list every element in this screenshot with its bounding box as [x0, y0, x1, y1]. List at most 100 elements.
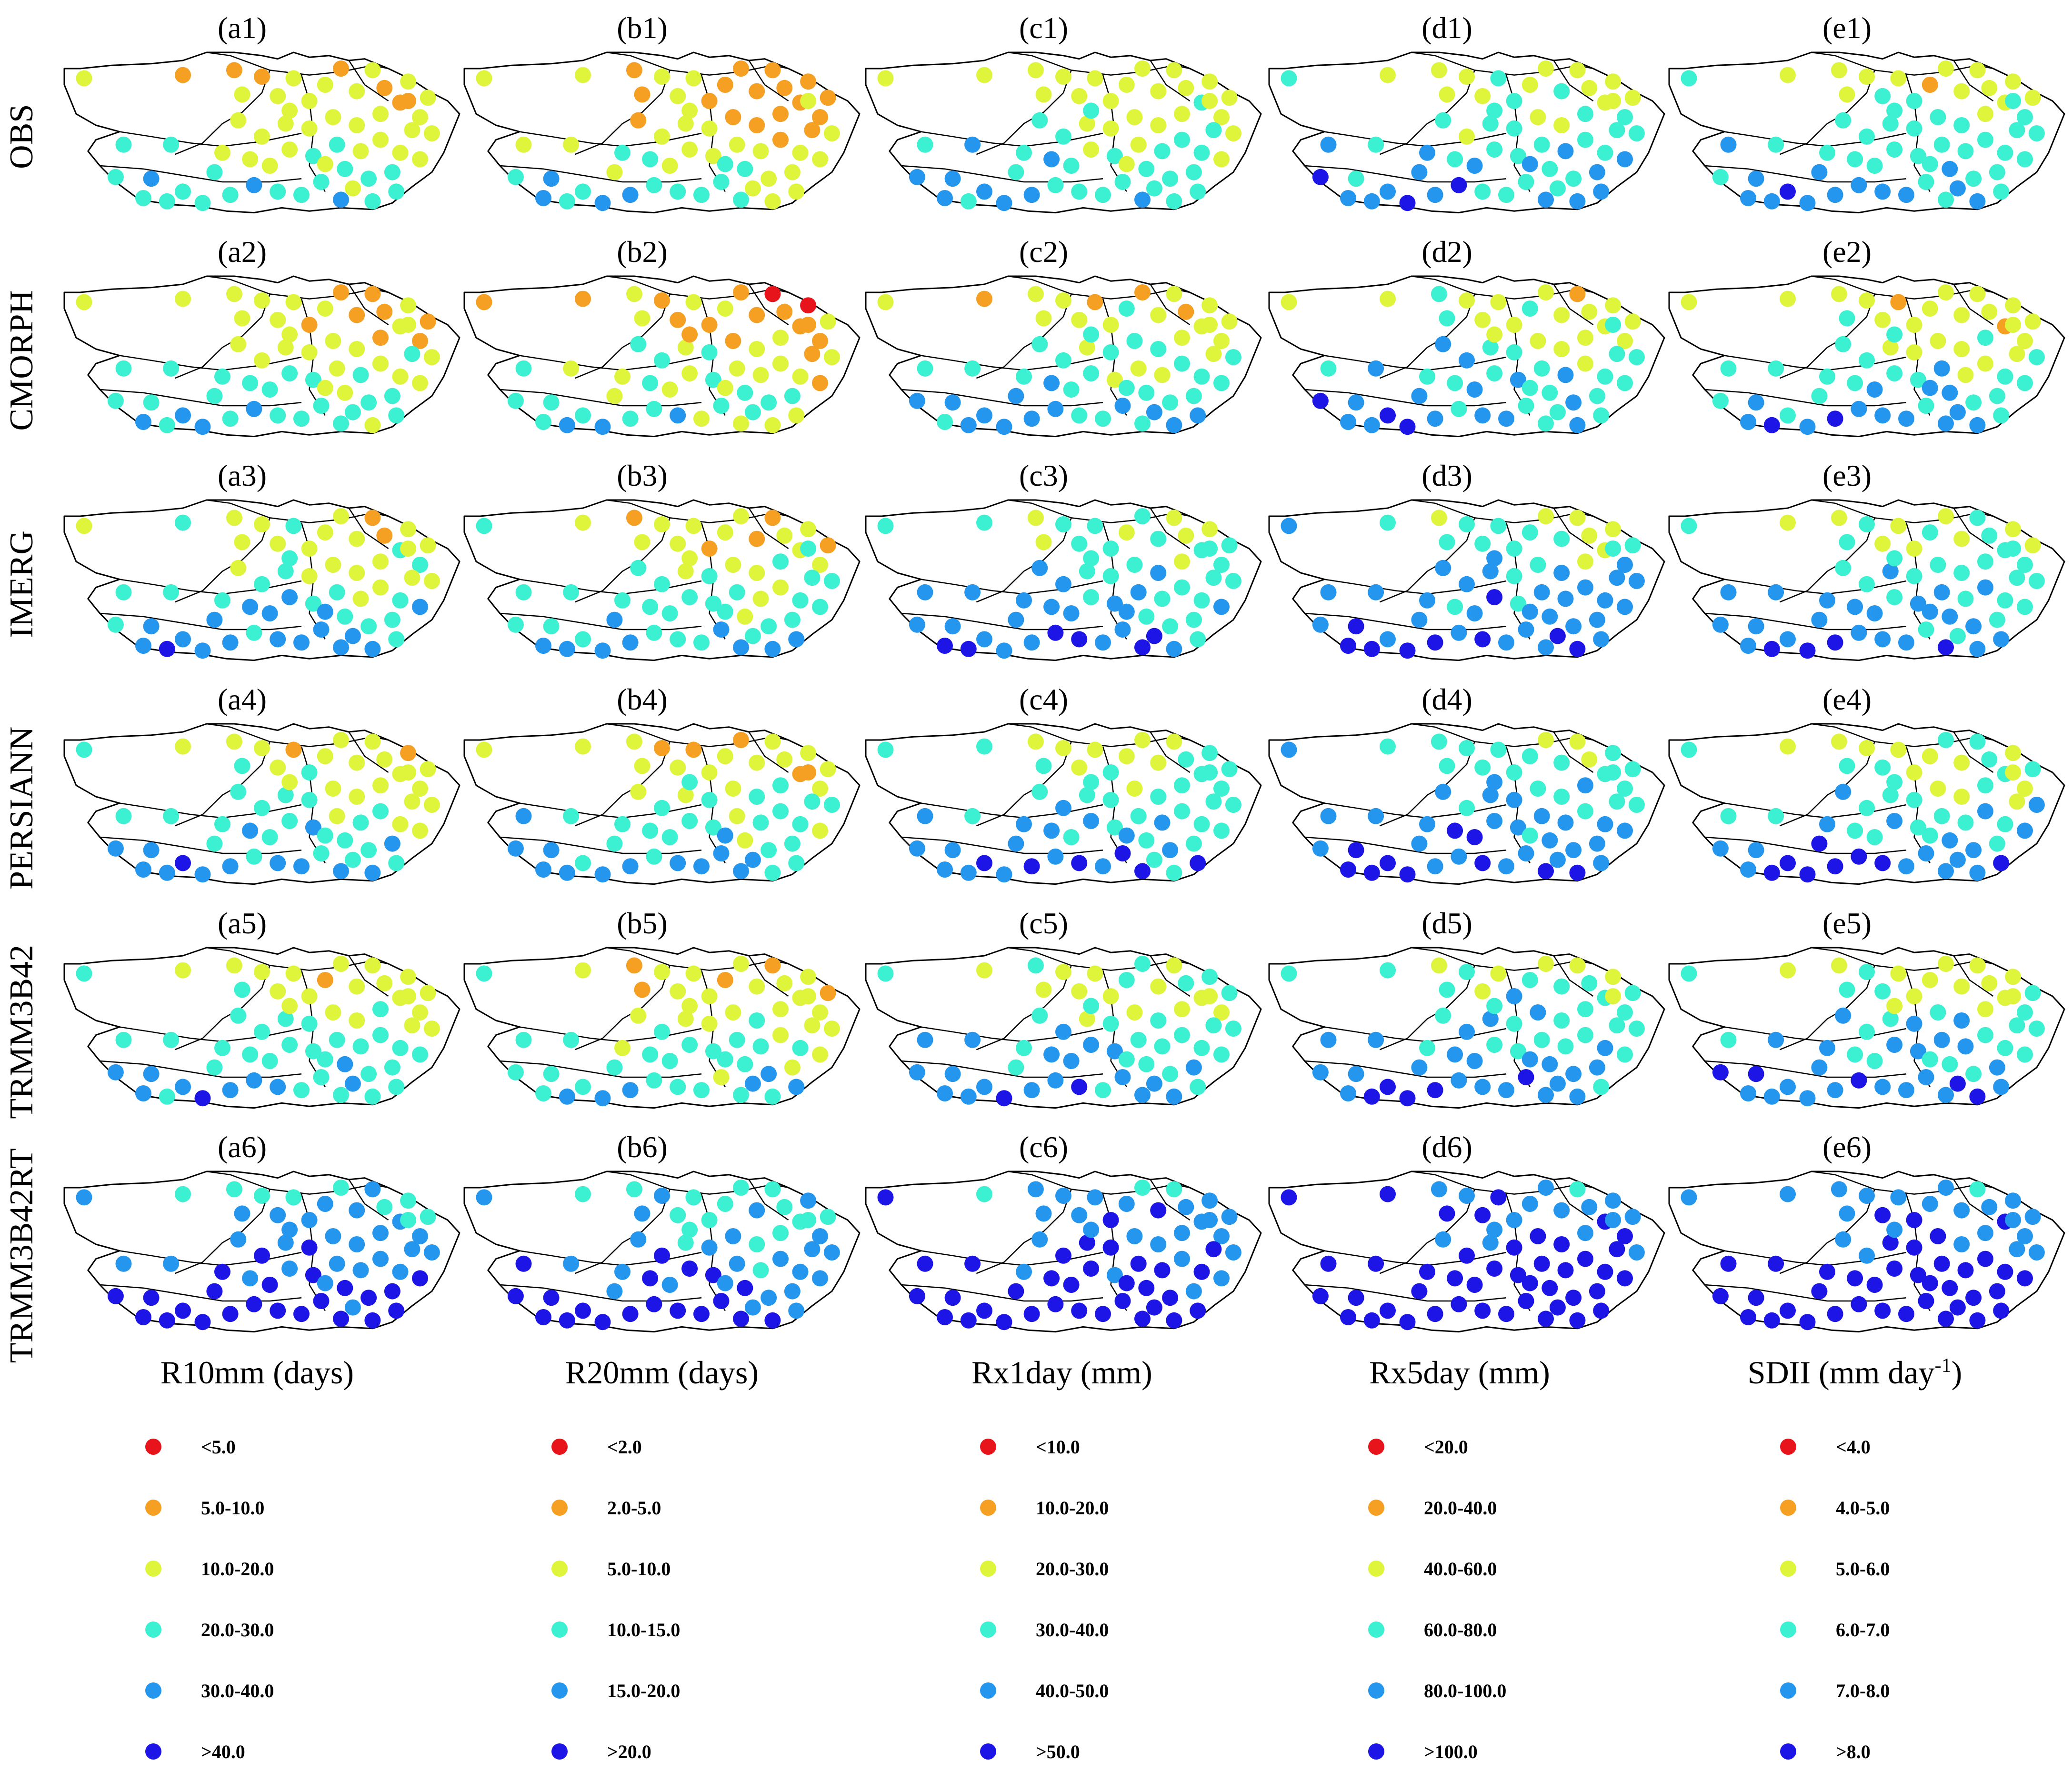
station-marker [163, 808, 180, 824]
map-panel: (b3) [463, 459, 861, 661]
station-marker [1166, 62, 1182, 79]
station-marker [230, 112, 247, 129]
station-marker [937, 1085, 953, 1101]
station-marker [1380, 1302, 1396, 1319]
station-marker [159, 1088, 175, 1105]
plateau-boundary [1268, 723, 1665, 885]
station-marker [820, 313, 836, 330]
station-marker [1933, 808, 1950, 824]
station-marker [820, 90, 836, 106]
station-marker [372, 330, 389, 346]
station-marker [2024, 761, 2041, 778]
station-marker [1541, 832, 1558, 849]
basin-boundary [921, 802, 1103, 819]
station-marker [1506, 540, 1522, 557]
basin-boundary [1150, 508, 1191, 550]
station-marker [800, 93, 817, 109]
station-marker [944, 170, 961, 187]
station-marker [1953, 117, 1970, 133]
station-marker [776, 80, 793, 96]
station-marker [1977, 1251, 1993, 1267]
plateau-boundary [463, 275, 861, 438]
plateau-boundary [1268, 275, 1665, 438]
station-marker [1977, 803, 1993, 820]
station-marker [1213, 333, 1230, 349]
station-marker [1363, 193, 1380, 210]
station-marker [792, 1040, 809, 1056]
legend-swatch [551, 1682, 568, 1699]
station-marker [222, 187, 239, 203]
station-marker [693, 858, 710, 875]
station-marker [705, 1043, 721, 1060]
station-marker [1016, 592, 1032, 609]
station-marker [729, 136, 745, 153]
station-marker [1969, 640, 1986, 657]
station-marker [400, 1212, 417, 1228]
station-marker [1906, 1015, 1922, 1032]
station-marker [507, 169, 524, 185]
station-marker [254, 1023, 270, 1040]
station-marker [701, 764, 718, 780]
station-marker [337, 1280, 353, 1296]
station-marker [372, 579, 389, 596]
station-marker [543, 394, 560, 411]
station-marker [270, 535, 286, 552]
station-marker [1799, 1090, 1816, 1107]
station-marker [277, 563, 294, 580]
station-marker [1178, 527, 1194, 544]
station-marker [143, 618, 160, 635]
panel-label: (a1) [218, 11, 267, 45]
station-marker [360, 1066, 377, 1082]
station-marker [1518, 1293, 1534, 1309]
map-panel: (e1) [1668, 11, 2065, 214]
station-marker [1439, 1205, 1455, 1222]
station-marker [2005, 540, 2022, 557]
station-marker [737, 832, 753, 849]
station-marker [733, 956, 749, 972]
station-marker [515, 584, 532, 600]
station-marker [1474, 407, 1491, 424]
station-marker [1126, 557, 1143, 573]
station-marker [772, 355, 789, 372]
station-marker [2028, 1244, 2045, 1261]
station-marker [713, 174, 730, 190]
station-marker [964, 360, 981, 377]
station-marker [1118, 1275, 1135, 1291]
row-label: PERSIANN [3, 727, 40, 890]
basin-boundary [348, 60, 389, 102]
station-marker [1459, 740, 1475, 756]
station-marker [1518, 398, 1534, 414]
station-marker [400, 745, 417, 761]
station-marker [792, 1263, 809, 1280]
station-marker [352, 590, 369, 607]
station-marker [1890, 965, 1907, 982]
station-marker [642, 822, 659, 839]
station-marker [1162, 842, 1179, 859]
station-marker [733, 1180, 749, 1196]
station-marker [1918, 398, 1934, 414]
station-marker [285, 965, 302, 982]
station-marker [349, 1012, 365, 1029]
station-marker [507, 1288, 524, 1304]
station-marker [1482, 563, 1499, 580]
station-marker [1780, 1302, 1796, 1319]
station-marker [1340, 414, 1356, 430]
station-marker [2005, 745, 2022, 761]
station-marker [1977, 1225, 1993, 1241]
station-marker [1553, 1236, 1570, 1252]
station-marker [1977, 330, 1993, 346]
station-marker [960, 1312, 977, 1329]
station-marker [349, 530, 365, 547]
station-marker [135, 861, 151, 878]
station-marker [1174, 1001, 1190, 1018]
station-marker [654, 128, 670, 145]
station-marker [1146, 1075, 1162, 1092]
station-marker [1490, 294, 1507, 310]
station-marker [1490, 518, 1507, 534]
plateau-boundary [463, 499, 861, 661]
station-marker [776, 751, 793, 768]
basin-boundary [1953, 731, 1994, 773]
station-marker [1150, 789, 1167, 805]
station-marker [559, 417, 575, 433]
station-marker [1851, 400, 1867, 417]
